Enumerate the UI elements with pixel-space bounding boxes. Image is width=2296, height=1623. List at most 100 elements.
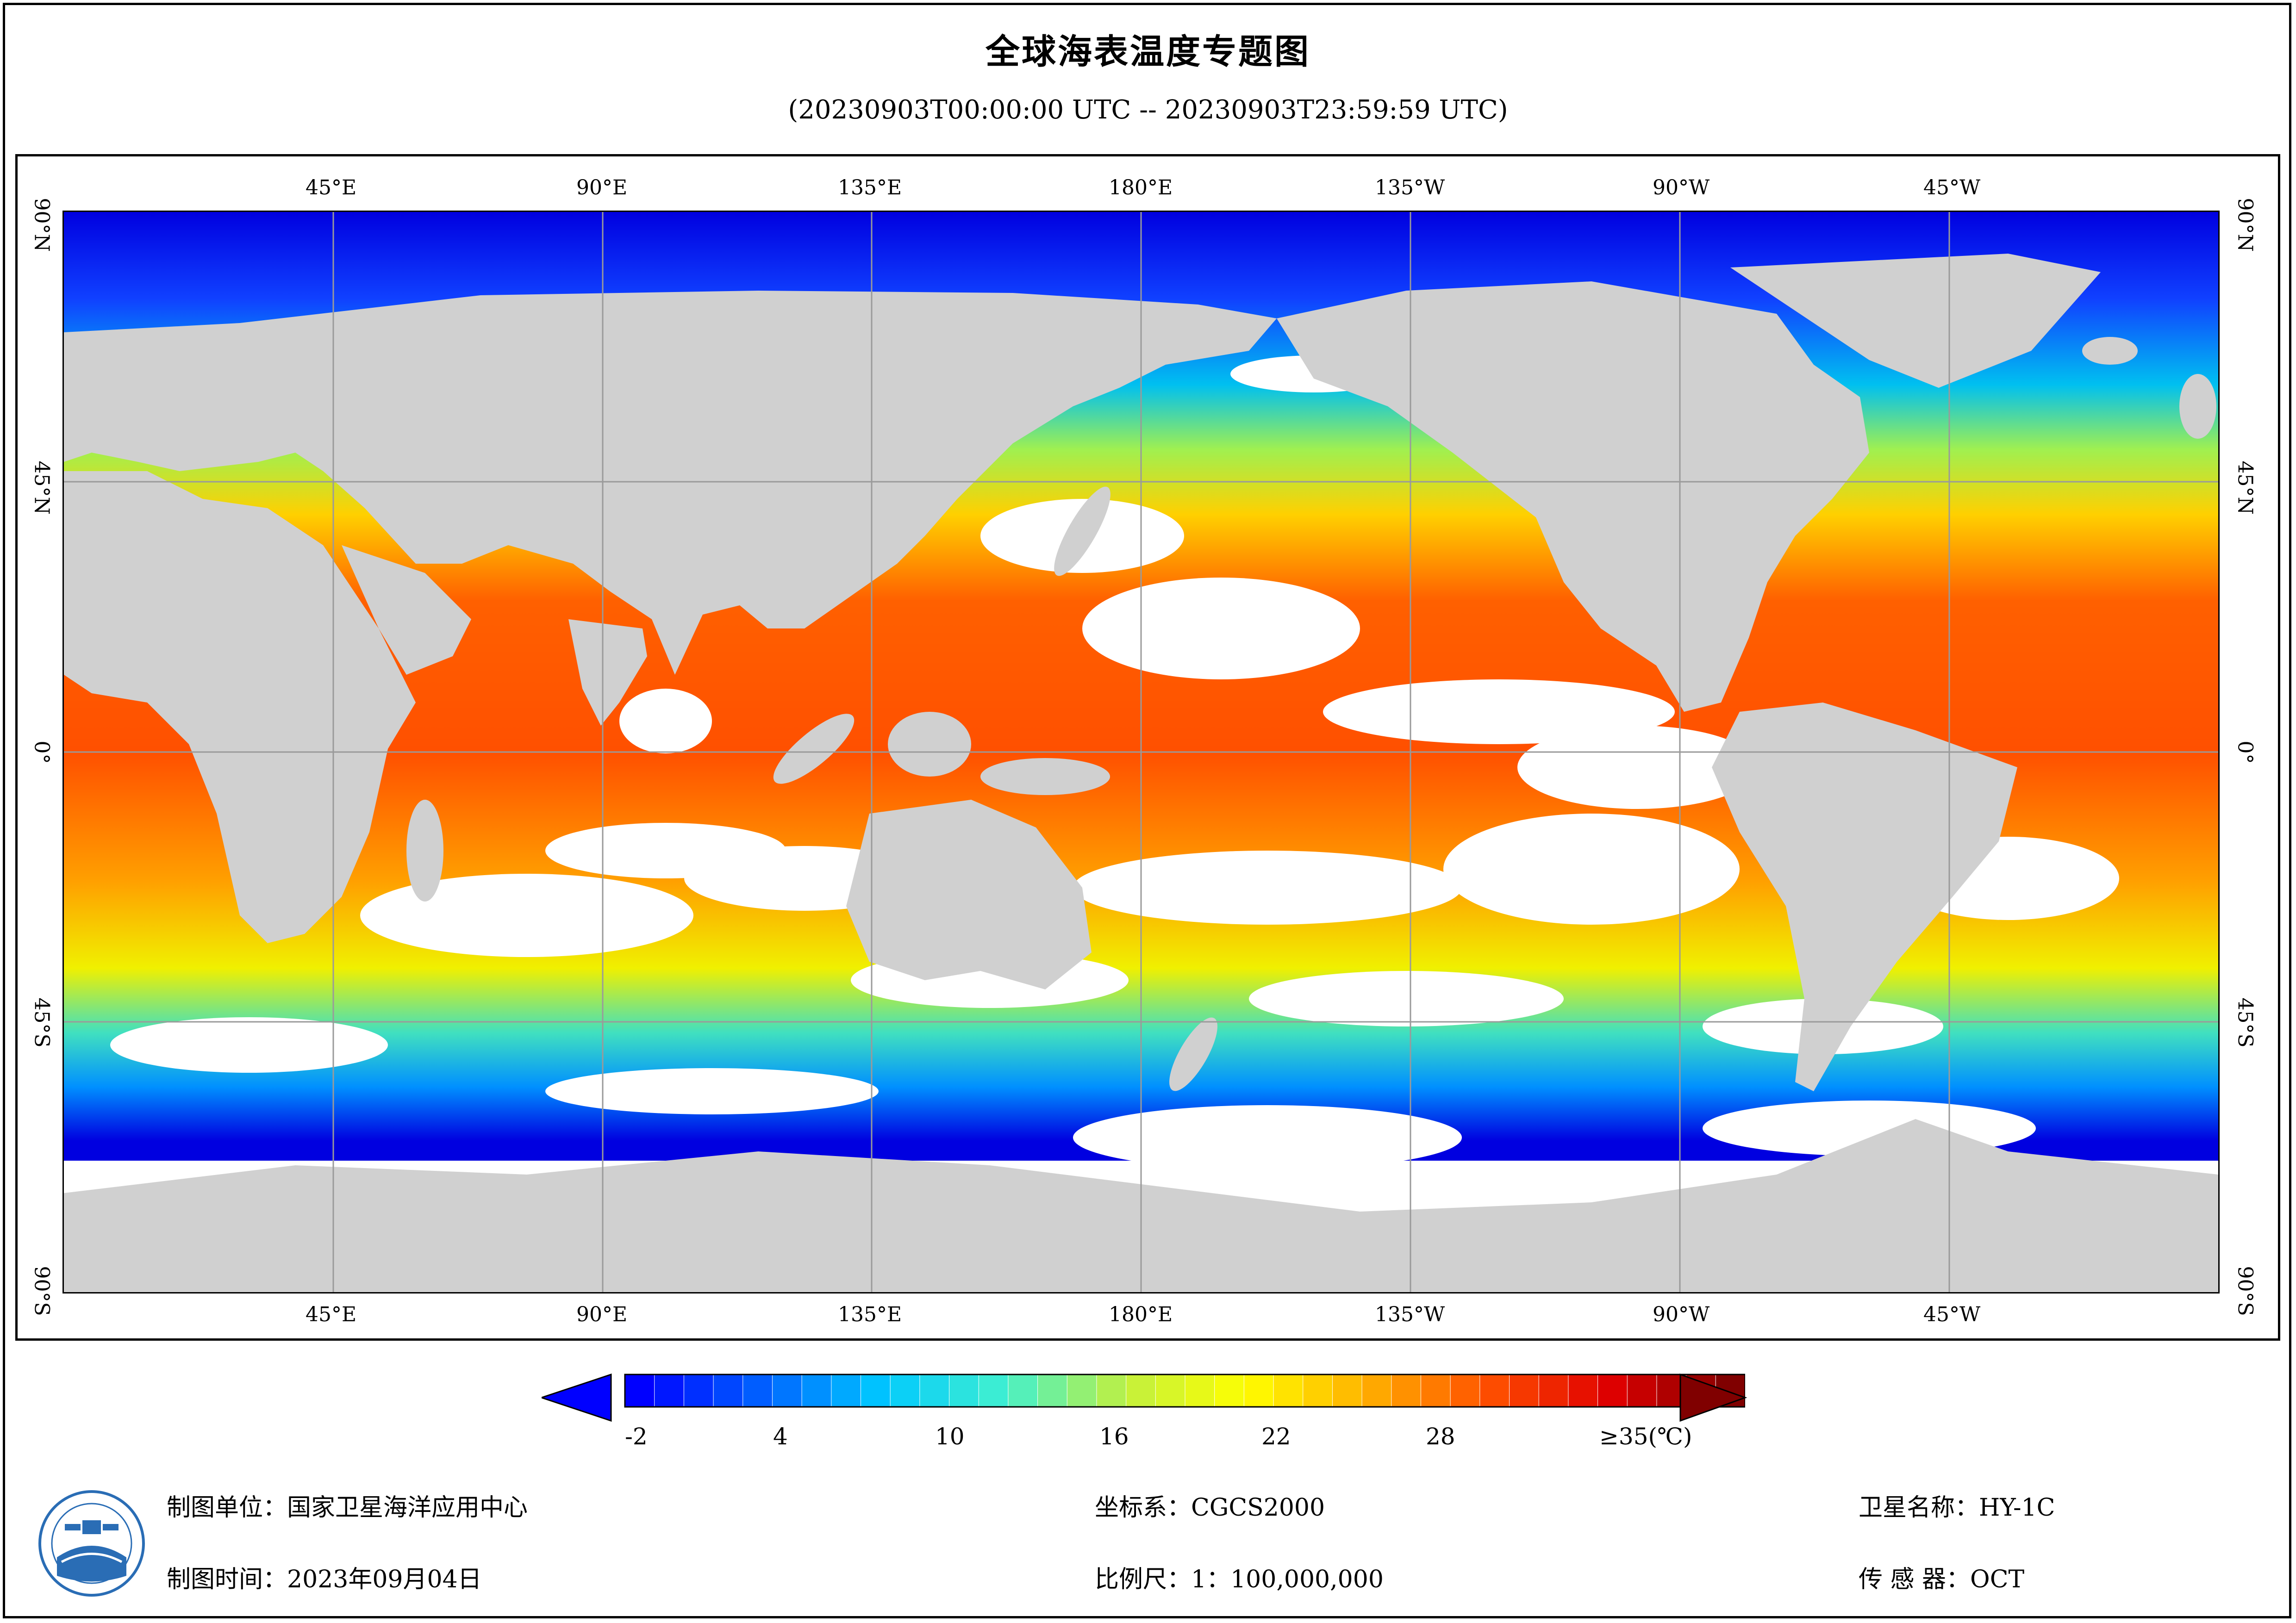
colorbar-bin <box>831 1374 861 1407</box>
graticule <box>64 212 2218 1292</box>
colorbar-bin <box>1096 1374 1127 1407</box>
colorbar-label-22: 22 <box>1261 1423 1291 1450</box>
colorbar-bin <box>1627 1374 1657 1407</box>
colorbar-bin <box>713 1374 743 1407</box>
colorbar-bin <box>1597 1374 1628 1407</box>
colorbar <box>539 1370 1746 1425</box>
colorbar-bin <box>742 1374 773 1407</box>
top-tick-45w: 45°W <box>1923 176 1981 199</box>
land-africa <box>64 471 416 943</box>
footer-producer: 制图单位：国家卫星海洋应用中心 <box>167 1494 528 1522</box>
colorbar-bin <box>801 1374 832 1407</box>
bottom-tick-45e: 45°E <box>306 1303 357 1326</box>
colorbar-bin <box>1273 1374 1304 1407</box>
colorbar-bin <box>1067 1374 1097 1407</box>
land-arabia <box>342 545 471 675</box>
sst-map <box>62 211 2220 1293</box>
colorbar-bin <box>1214 1374 1245 1407</box>
top-tick-135e: 135°E <box>838 176 902 199</box>
right-tick-0: 0° <box>2233 740 2257 764</box>
colorbar-under-arrow <box>539 1373 612 1422</box>
colorbar-bin <box>860 1374 891 1407</box>
top-tick-90e: 90°E <box>576 176 628 199</box>
bottom-tick-135e: 135°E <box>838 1303 902 1326</box>
colorbar-bins <box>624 1374 1746 1407</box>
map-frame <box>15 154 2280 1341</box>
land-south-america <box>1712 703 2017 1091</box>
colorbar-over-svg <box>1679 1373 1747 1422</box>
colorbar-bin <box>1568 1374 1598 1407</box>
colorbar-bin <box>1185 1374 1215 1407</box>
colorbar-bin <box>1303 1374 1333 1407</box>
colorbar-bin <box>1538 1374 1569 1407</box>
colorbar-bin <box>1361 1374 1392 1407</box>
right-tick-90n: 90°N <box>2233 198 2257 252</box>
logo-emblem-icon <box>38 1490 145 1597</box>
land-japan <box>1054 486 1111 576</box>
colorbar-over-arrow <box>1679 1373 1747 1422</box>
colorbar-svg <box>539 1373 1746 1422</box>
colorbar-label-16: 16 <box>1099 1423 1129 1450</box>
page-border <box>3 3 2291 1618</box>
top-tick-180e: 180°E <box>1109 176 1173 199</box>
colorbar-bin <box>1450 1374 1480 1407</box>
bottom-tick-90e: 90°E <box>576 1303 628 1326</box>
colorbar-bin <box>772 1374 803 1407</box>
right-tick-45s: 45°S <box>2233 997 2257 1048</box>
sst-map-svg <box>64 212 2218 1292</box>
colorbar-bin <box>949 1374 980 1407</box>
land-britain <box>2179 374 2216 439</box>
land-new-zealand <box>1169 1017 1217 1091</box>
colorbar-bin <box>978 1374 1009 1407</box>
colorbar-label-10: 10 <box>935 1423 965 1450</box>
top-tick-90w: 90°W <box>1653 176 1710 199</box>
left-tick-45n: 45°N <box>30 460 54 515</box>
land-india <box>568 619 647 726</box>
footer-production-date: 制图时间：2023年09月04日 <box>167 1566 482 1593</box>
land-iceland <box>2082 337 2138 365</box>
top-tick-45e: 45°E <box>306 176 357 199</box>
bottom-tick-45w: 45°W <box>1923 1303 1981 1326</box>
bottom-tick-135w: 135°W <box>1375 1303 1445 1326</box>
colorbar-bin <box>1037 1374 1068 1407</box>
land-north-america <box>1277 281 1869 712</box>
right-tick-90s: 90°S <box>2233 1266 2257 1316</box>
top-tick-135w: 135°W <box>1375 176 1445 199</box>
bottom-tick-180e: 180°E <box>1109 1303 1173 1326</box>
colorbar-over <box>1676 1370 1750 1425</box>
nsoas-logo <box>36 1488 147 1599</box>
colorbar-bin <box>683 1374 714 1407</box>
footer-satellite: 卫星名称：HY-1C <box>1859 1494 2055 1522</box>
land-new-guinea <box>980 758 1110 795</box>
land-borneo <box>888 712 971 777</box>
colorbar-bin <box>1509 1374 1540 1407</box>
map-title: 全球海表温度专题图 <box>986 32 1310 72</box>
footer-scale: 比例尺：1：100,000,000 <box>1095 1566 1384 1593</box>
colorbar-bin <box>1243 1374 1274 1407</box>
left-tick-0: 0° <box>30 740 54 764</box>
colorbar-bin <box>1420 1374 1451 1407</box>
colorbar-bin <box>654 1374 685 1407</box>
colorbar-bin <box>1391 1374 1422 1407</box>
footer-coordinate-system: 坐标系：CGCS2000 <box>1095 1494 1325 1522</box>
land-australia <box>846 800 1092 989</box>
footer-sensor: 传 感 器：OCT <box>1859 1566 2025 1593</box>
colorbar-bin <box>1155 1374 1185 1407</box>
colorbar-bin <box>919 1374 950 1407</box>
left-tick-90s: 90°S <box>30 1266 54 1316</box>
colorbar-bin <box>890 1374 920 1407</box>
left-tick-45s: 45°S <box>30 997 54 1048</box>
land-greenland <box>1730 254 2101 388</box>
left-tick-90n: 90°N <box>30 198 54 252</box>
colorbar-bin <box>1479 1374 1510 1407</box>
right-tick-45n: 45°N <box>2233 460 2257 515</box>
colorbar-label-28: 28 <box>1426 1423 1455 1450</box>
colorbar-label-4: 4 <box>773 1423 788 1450</box>
colorbar-bin <box>1008 1374 1038 1407</box>
colorbar-bin <box>1126 1374 1156 1407</box>
colorbar-bin <box>624 1374 655 1407</box>
land-madagascar <box>406 800 443 902</box>
land-sumatra <box>773 714 855 784</box>
colorbar-bin <box>1332 1374 1363 1407</box>
colorbar-label-neg2: -2 <box>625 1423 648 1450</box>
